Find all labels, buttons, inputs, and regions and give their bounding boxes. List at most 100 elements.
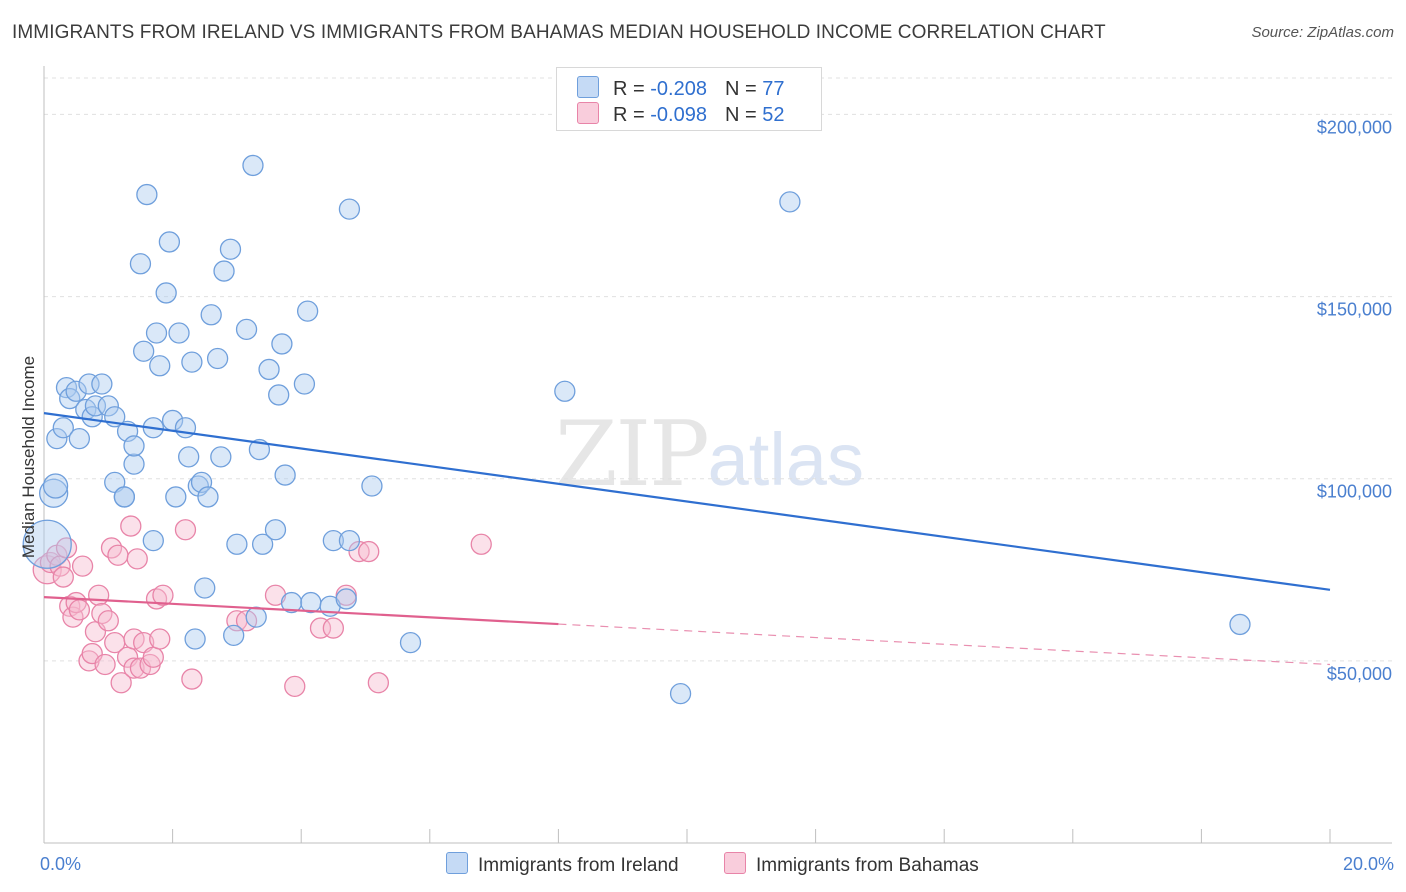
ireland-point bbox=[165, 486, 187, 508]
ireland-point bbox=[123, 435, 145, 457]
ireland-point bbox=[78, 373, 100, 395]
ireland-point bbox=[248, 438, 271, 461]
ireland-point bbox=[338, 198, 361, 220]
bahamas-n-label: N = bbox=[724, 104, 763, 126]
ireland-point bbox=[84, 395, 107, 417]
ireland-point bbox=[242, 154, 264, 177]
tick-labels: $50,000 $100,000 $150,000 $200,000 0.0% 20.0% bbox=[40, 117, 1394, 874]
ireland-point bbox=[258, 358, 280, 381]
bahamas-point bbox=[120, 515, 142, 537]
bottom-bahamas-swatch bbox=[724, 852, 746, 874]
bottom-ireland-swatch bbox=[446, 852, 468, 874]
bahamas-point bbox=[174, 519, 197, 541]
ireland-point bbox=[322, 529, 345, 552]
ireland-n-label: N = bbox=[724, 78, 763, 100]
ireland-point bbox=[158, 231, 181, 253]
ireland-point bbox=[213, 260, 235, 282]
bahamas-point bbox=[71, 555, 94, 577]
y-axis-label: Median Household Income bbox=[19, 356, 38, 558]
ireland-point bbox=[268, 384, 290, 406]
bottom-legend-bahamas: Immigrants from Bahamas bbox=[724, 852, 979, 877]
ireland-point bbox=[210, 446, 232, 468]
chart-title: IMMIGRANTS FROM IRELAND VS IMMIGRANTS FR… bbox=[12, 22, 1106, 43]
ireland-point bbox=[174, 417, 197, 439]
ireland-point bbox=[46, 427, 68, 450]
ireland-point bbox=[296, 300, 319, 322]
ireland-point bbox=[52, 417, 74, 439]
bahamas-point bbox=[284, 675, 306, 698]
bahamas-point bbox=[181, 668, 203, 690]
ireland-point bbox=[245, 606, 267, 628]
ireland-point bbox=[184, 628, 206, 650]
ireland-point bbox=[251, 533, 274, 555]
ireland-point bbox=[200, 304, 222, 326]
ireland-r-label: R = bbox=[613, 78, 651, 100]
bahamas-point bbox=[52, 566, 74, 588]
ireland-point bbox=[113, 486, 136, 508]
ireland-point bbox=[293, 373, 316, 395]
bahamas-point bbox=[88, 584, 110, 606]
ireland-point bbox=[155, 282, 177, 304]
ireland-swatch bbox=[577, 76, 599, 98]
ireland-point bbox=[145, 322, 168, 344]
ireland-point bbox=[223, 624, 245, 647]
ireland-point bbox=[669, 682, 692, 705]
trend-lines bbox=[43, 412, 1331, 666]
ireland-point bbox=[136, 183, 158, 206]
bahamas-point bbox=[126, 548, 148, 570]
bahamas-point bbox=[94, 653, 116, 676]
ireland-point bbox=[194, 577, 216, 599]
ireland-point bbox=[197, 486, 219, 508]
watermark-zip: ZIP bbox=[555, 402, 710, 507]
ireland-point bbox=[779, 191, 801, 213]
y-tick-label: $50,000 bbox=[1327, 664, 1392, 684]
bahamas-point bbox=[470, 533, 492, 555]
ireland-point bbox=[142, 529, 164, 552]
correlation-legend: R = -0.208 N = 77 R = -0.098 N = 52 bbox=[556, 67, 822, 131]
legend-row-bahamas: R = -0.098 N = 52 bbox=[577, 102, 784, 126]
bahamas-point bbox=[68, 599, 91, 621]
ireland-point bbox=[129, 253, 152, 275]
ireland-point bbox=[300, 591, 322, 614]
ireland-r-value: -0.208 bbox=[650, 78, 707, 100]
bahamas-point bbox=[97, 610, 119, 632]
ireland-point bbox=[226, 533, 248, 555]
bahamas-point bbox=[309, 617, 332, 639]
bahamas-point bbox=[123, 657, 145, 679]
chart-source: Source: ZipAtlas.com bbox=[1251, 24, 1394, 41]
ireland-point bbox=[178, 446, 200, 468]
y-tick-label: $100,000 bbox=[1317, 482, 1392, 502]
ireland-point bbox=[168, 322, 190, 344]
ireland-point bbox=[65, 380, 87, 402]
bahamas-point bbox=[322, 617, 345, 639]
x-tick-label: 0.0% bbox=[40, 854, 81, 874]
ireland-point bbox=[91, 373, 113, 395]
bahamas-point bbox=[152, 584, 174, 606]
bahamas-r-label: R = bbox=[613, 104, 651, 126]
bottom-ireland-label: Immigrants from Ireland bbox=[478, 855, 679, 876]
x-tick-label: 20.0% bbox=[1343, 854, 1394, 874]
ireland-point bbox=[235, 318, 258, 341]
watermark-atlas: atlas bbox=[707, 418, 864, 501]
trend-line-ireland bbox=[43, 412, 1331, 591]
bahamas-r-value: -0.098 bbox=[650, 104, 707, 126]
bahamas-point bbox=[367, 672, 390, 694]
ireland-point bbox=[42, 473, 69, 499]
bottom-bahamas-label: Immigrants from Bahamas bbox=[756, 855, 979, 876]
ireland-point bbox=[123, 453, 145, 475]
ireland-points bbox=[22, 154, 1251, 705]
bahamas-point bbox=[358, 540, 380, 563]
bahamas-point bbox=[107, 544, 129, 566]
trend-line-bahamas-dashed bbox=[558, 623, 1331, 666]
bahamas-swatch bbox=[577, 102, 599, 124]
bahamas-point bbox=[110, 672, 132, 694]
y-tick-label: $150,000 bbox=[1317, 300, 1392, 320]
ireland-n-value: 77 bbox=[762, 78, 785, 100]
ireland-point bbox=[338, 529, 361, 552]
ireland-point bbox=[133, 340, 155, 362]
bahamas-point bbox=[142, 646, 164, 668]
axes bbox=[43, 66, 1392, 844]
ireland-point bbox=[399, 631, 422, 654]
ireland-point bbox=[554, 380, 576, 402]
